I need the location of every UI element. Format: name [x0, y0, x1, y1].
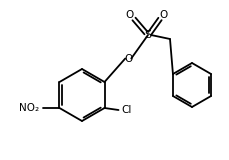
Text: S: S [144, 30, 152, 40]
Text: O: O [126, 10, 134, 20]
Text: O: O [160, 10, 168, 20]
Text: O: O [124, 53, 132, 64]
Text: Cl: Cl [121, 105, 132, 115]
Text: NO₂: NO₂ [19, 103, 40, 113]
